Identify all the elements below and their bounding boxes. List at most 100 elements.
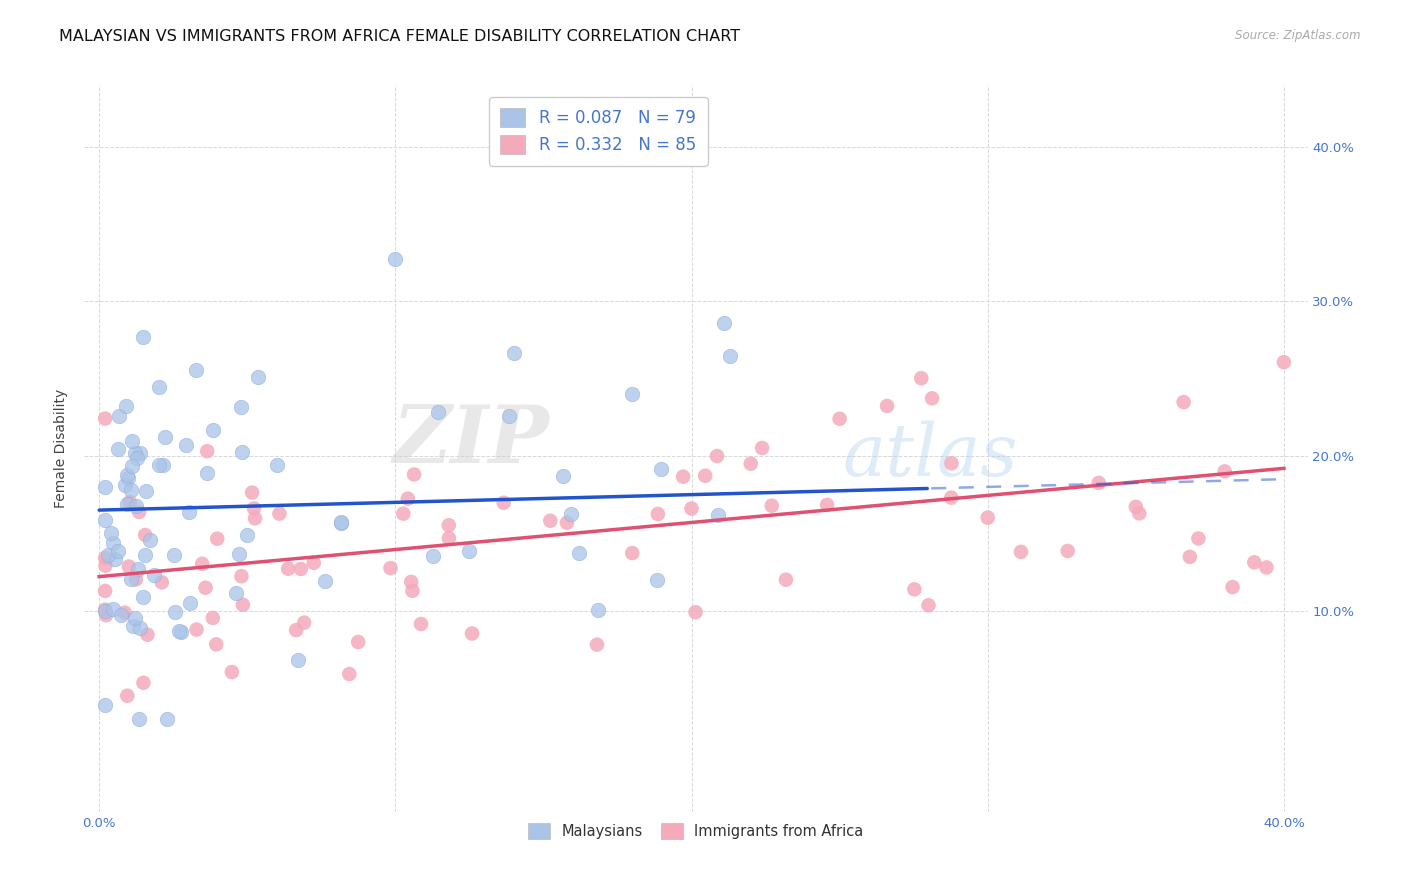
Point	[1128, 507, 1150, 521]
Point	[179, 596, 201, 610]
Point	[174, 438, 197, 452]
Point	[1272, 355, 1295, 369]
Point	[142, 568, 165, 582]
Point	[191, 557, 214, 571]
Point	[277, 562, 299, 576]
Point	[110, 608, 132, 623]
Point	[941, 456, 963, 470]
Point	[586, 602, 609, 616]
Point	[1256, 560, 1278, 574]
Point	[396, 491, 419, 506]
Point	[132, 675, 155, 690]
Point	[118, 495, 141, 509]
Point	[121, 459, 143, 474]
Point	[775, 573, 797, 587]
Point	[828, 412, 851, 426]
Point	[150, 575, 173, 590]
Point	[129, 446, 152, 460]
Point	[94, 602, 117, 616]
Point	[1056, 544, 1078, 558]
Point	[94, 480, 117, 494]
Point	[706, 449, 728, 463]
Point	[94, 583, 117, 598]
Point	[125, 451, 148, 466]
Point	[1243, 555, 1265, 569]
Point	[560, 507, 582, 521]
Point	[621, 387, 644, 401]
Point	[246, 370, 269, 384]
Point	[903, 582, 925, 597]
Point	[115, 468, 138, 483]
Point	[128, 505, 150, 519]
Point	[114, 606, 136, 620]
Point	[409, 617, 432, 632]
Point	[124, 611, 146, 625]
Point	[380, 561, 402, 575]
Point	[152, 458, 174, 473]
Point	[427, 405, 450, 419]
Point	[127, 562, 149, 576]
Point	[117, 689, 139, 703]
Point	[917, 599, 939, 613]
Point	[122, 618, 145, 632]
Point	[685, 605, 707, 619]
Text: atlas: atlas	[842, 420, 1018, 491]
Point	[751, 441, 773, 455]
Point	[207, 532, 229, 546]
Point	[815, 498, 838, 512]
Point	[170, 625, 193, 640]
Point	[337, 667, 360, 681]
Point	[269, 507, 291, 521]
Point	[538, 514, 561, 528]
Point	[941, 491, 963, 505]
Point	[94, 411, 117, 425]
Point	[100, 526, 122, 541]
Point	[225, 585, 247, 599]
Point	[1187, 532, 1209, 546]
Point	[125, 573, 148, 587]
Point	[713, 316, 735, 330]
Point	[287, 653, 309, 667]
Text: MALAYSIAN VS IMMIGRANTS FROM AFRICA FEMALE DISABILITY CORRELATION CHART: MALAYSIAN VS IMMIGRANTS FROM AFRICA FEMA…	[59, 29, 740, 44]
Point	[266, 458, 288, 472]
Point	[134, 528, 156, 542]
Point	[163, 548, 186, 562]
Point	[707, 508, 730, 522]
Point	[115, 497, 138, 511]
Point	[231, 400, 253, 414]
Point	[621, 546, 644, 560]
Point	[148, 458, 170, 472]
Point	[94, 608, 117, 623]
Point	[129, 621, 152, 635]
Point	[134, 548, 156, 562]
Point	[148, 380, 170, 394]
Point	[976, 510, 998, 524]
Point	[292, 615, 315, 630]
Point	[695, 468, 717, 483]
Point	[290, 562, 312, 576]
Point	[97, 549, 120, 563]
Point	[586, 638, 609, 652]
Point	[551, 469, 574, 483]
Point	[132, 590, 155, 604]
Point	[94, 551, 117, 566]
Point	[103, 536, 125, 550]
Point	[347, 635, 370, 649]
Point	[330, 515, 353, 529]
Point	[236, 528, 259, 542]
Point	[1010, 545, 1032, 559]
Point	[672, 469, 695, 483]
Point	[195, 467, 218, 481]
Point	[205, 637, 228, 651]
Point	[94, 558, 117, 573]
Point	[461, 626, 484, 640]
Point	[232, 598, 254, 612]
Point	[136, 628, 159, 642]
Point	[202, 423, 225, 437]
Point	[121, 434, 143, 449]
Point	[94, 513, 117, 527]
Point	[243, 511, 266, 525]
Point	[124, 445, 146, 459]
Point	[437, 531, 460, 545]
Point	[401, 583, 423, 598]
